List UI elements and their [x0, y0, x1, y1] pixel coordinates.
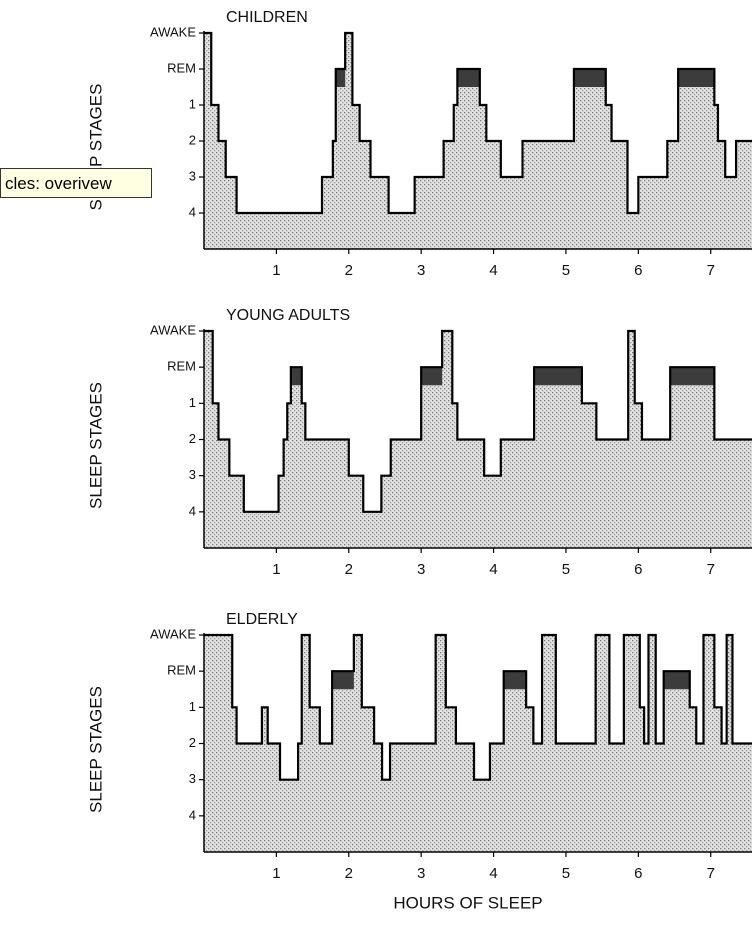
- x-tick-label: 4: [489, 561, 497, 578]
- x-tick-label: 5: [562, 561, 570, 578]
- y-tick-label: 4: [189, 503, 196, 518]
- x-tick-label: 3: [417, 561, 425, 578]
- highlight-block: [678, 69, 715, 87]
- highlight-block: [457, 69, 480, 87]
- x-tick-label: 5: [562, 865, 570, 882]
- y-tick-label: 2: [189, 735, 196, 750]
- x-tick-label: 6: [634, 561, 642, 578]
- x-tick-label: 1: [272, 561, 280, 578]
- highlight-block: [670, 367, 715, 386]
- y-tick-label: 3: [189, 771, 196, 786]
- x-axis-label: HOURS OF SLEEP: [393, 893, 542, 912]
- x-tick-label: 1: [272, 262, 280, 279]
- x-tick-label: 5: [562, 262, 570, 279]
- x-tick-label: 3: [417, 262, 425, 279]
- highlight-block: [290, 367, 302, 386]
- y-axis-label: SLEEP STAGES: [86, 382, 105, 509]
- stage-line: [204, 329, 752, 513]
- stage-line: [204, 633, 752, 781]
- x-tick-label: 4: [489, 262, 497, 279]
- x-tick-label: 2: [345, 262, 353, 279]
- chart-title: CHILDREN: [226, 9, 308, 26]
- y-tick-label: AWAKE: [150, 322, 196, 337]
- x-tick-label: 7: [707, 262, 715, 279]
- highlight-block: [332, 671, 354, 690]
- tooltip: cles: overivew: [0, 168, 152, 198]
- y-tick-label: 1: [189, 699, 196, 714]
- highlight-block: [573, 69, 606, 87]
- y-tick-label: REM: [167, 663, 196, 678]
- y-tick-label: 3: [189, 168, 196, 183]
- x-tick-label: 3: [417, 865, 425, 882]
- stage-area: [204, 635, 752, 852]
- y-tick-label: 1: [189, 96, 196, 111]
- chart-title: YOUNG ADULTS: [226, 307, 350, 324]
- x-tick-label: 7: [707, 865, 715, 882]
- y-tick-label: 2: [189, 132, 196, 147]
- x-tick-label: 1: [272, 865, 280, 882]
- y-tick-label: AWAKE: [150, 24, 196, 39]
- y-tick-label: REM: [167, 60, 196, 75]
- stage-line: [204, 31, 752, 215]
- y-axis-label: SLEEP STAGES: [86, 686, 105, 813]
- y-tick-label: 3: [189, 467, 196, 482]
- x-tick-label: 6: [634, 262, 642, 279]
- highlight-block: [534, 367, 582, 386]
- x-tick-label: 2: [345, 561, 353, 578]
- highlight-block: [421, 367, 443, 386]
- x-tick-label: 6: [634, 865, 642, 882]
- y-tick-label: 4: [189, 807, 196, 822]
- y-tick-label: AWAKE: [150, 626, 196, 641]
- highlight-block: [503, 671, 527, 690]
- x-tick-label: 2: [345, 865, 353, 882]
- x-tick-label: 7: [707, 561, 715, 578]
- highlight-block: [663, 671, 690, 690]
- highlight-block: [335, 69, 346, 87]
- x-tick-label: 4: [489, 865, 497, 882]
- chart-title: ELDERLY: [226, 611, 298, 628]
- y-tick-label: 1: [189, 395, 196, 410]
- y-tick-label: REM: [167, 359, 196, 374]
- y-tick-label: 4: [189, 204, 196, 219]
- y-tick-label: 2: [189, 431, 196, 446]
